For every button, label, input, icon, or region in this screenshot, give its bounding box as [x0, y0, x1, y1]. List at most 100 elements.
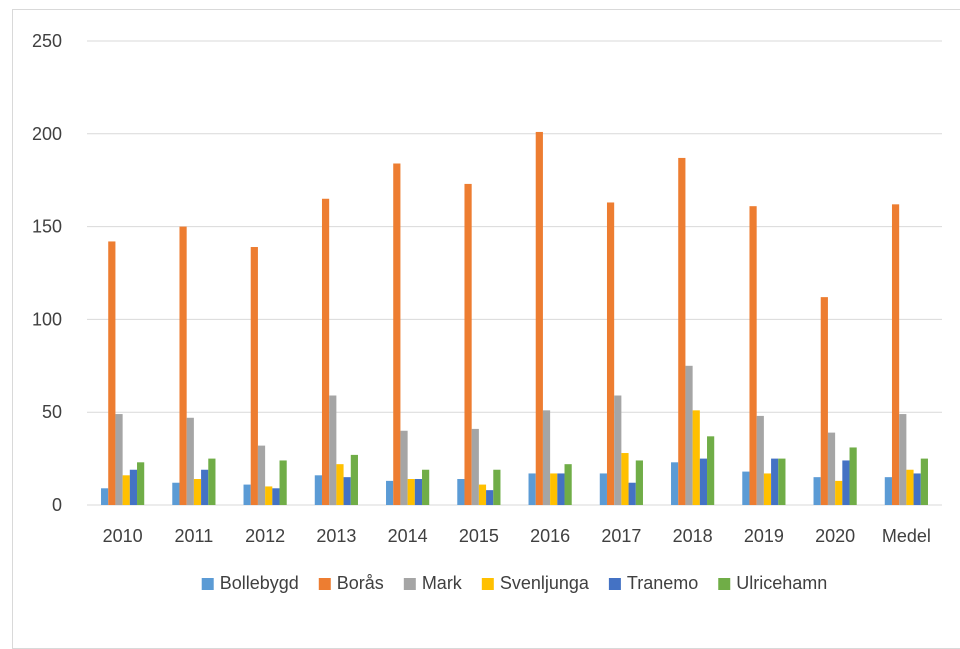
- bar-svenljunga: [835, 480, 843, 505]
- bar-svenljunga: [621, 453, 629, 505]
- bar-bor-s: [891, 204, 900, 505]
- bar-bor-s: [393, 163, 401, 505]
- bar-bor-s: [321, 198, 330, 505]
- bar-tranemo: [771, 458, 779, 505]
- bar-bollebygd: [813, 477, 821, 505]
- bar-mark: [614, 395, 622, 505]
- bar-svenljunga: [550, 473, 558, 505]
- legend-swatch: [608, 578, 621, 590]
- bar-ulricehamn: [849, 447, 857, 505]
- legend-swatch: [403, 578, 416, 590]
- bar-bor-s: [606, 202, 615, 506]
- x-tick-label: 2012: [245, 526, 285, 546]
- bar-mark: [899, 414, 907, 505]
- x-tick-label: 2019: [744, 526, 784, 546]
- bar-svenljunga: [336, 464, 344, 505]
- y-tick-label: 100: [32, 309, 62, 329]
- bar-mark: [400, 430, 408, 505]
- bar-svenljunga: [122, 475, 130, 505]
- bar-mark: [257, 445, 266, 505]
- legend-item: Ulricehamn: [718, 573, 827, 593]
- x-tick-labels: 2010 2011 2012 2013 2014 2015 2016 2017 2018 2019…: [103, 526, 931, 546]
- bar-ulricehamn: [422, 469, 430, 505]
- bar-bor-s: [820, 297, 828, 505]
- bar-ulricehamn: [137, 462, 145, 505]
- bar-mark: [115, 414, 123, 505]
- legend-item: Borås: [318, 573, 384, 593]
- bar-mark: [756, 415, 764, 505]
- bar-tranemo: [129, 469, 138, 505]
- x-tick-label: 2013: [316, 526, 356, 546]
- bar-bollebygd: [172, 482, 180, 505]
- bar-mark: [542, 410, 551, 505]
- gridlines: [87, 40, 942, 506]
- bar-bollebygd: [243, 484, 251, 505]
- bar-bor-s: [108, 241, 116, 505]
- x-tick-label: 2010: [103, 526, 143, 546]
- bar-svenljunga: [478, 484, 487, 505]
- legend-swatch: [318, 578, 331, 590]
- bar-bollebygd: [884, 477, 892, 505]
- bar-tranemo: [842, 460, 850, 505]
- legend-label: Svenljunga: [500, 573, 590, 593]
- bar-ulricehamn: [493, 469, 501, 505]
- bar-bollebygd: [671, 462, 679, 505]
- bar-svenljunga: [407, 479, 415, 505]
- x-tick-label: 2011: [175, 526, 214, 546]
- bar-mark: [827, 432, 836, 505]
- bar-tranemo: [557, 473, 565, 505]
- bar-bollebygd: [386, 480, 394, 505]
- bar-tranemo: [414, 479, 423, 505]
- legend-item: Mark: [403, 573, 463, 593]
- bar-ulricehamn: [778, 458, 786, 505]
- bar-svenljunga: [763, 473, 772, 505]
- legend-swatch: [718, 578, 731, 590]
- bar-ulricehamn: [350, 454, 358, 505]
- bar-ulricehamn: [920, 458, 928, 505]
- bar-bor-s: [250, 247, 258, 506]
- bar-bor-s: [464, 183, 472, 506]
- y-tick-label: 250: [32, 31, 62, 51]
- legend-label: Borås: [337, 573, 384, 593]
- bar-bor-s: [678, 157, 686, 506]
- y-tick-labels: 0 50 100 150 200 250: [32, 31, 62, 515]
- x-tick-label: 2017: [601, 526, 641, 546]
- bar-bollebygd: [742, 471, 750, 505]
- bar-tranemo: [699, 458, 708, 505]
- legend-swatch: [481, 578, 494, 590]
- bar-bollebygd: [314, 475, 322, 505]
- bar-tranemo: [486, 490, 494, 505]
- bar-ulricehamn: [635, 460, 643, 505]
- bar-tranemo: [201, 469, 209, 505]
- bar-mark: [471, 428, 479, 505]
- x-tick-label: 2018: [673, 526, 713, 546]
- bar-ulricehamn: [564, 464, 572, 505]
- bar-bollebygd: [457, 479, 465, 505]
- bar-bor-s: [749, 206, 757, 505]
- bar-ulricehamn: [279, 460, 287, 505]
- x-tick-label: 2014: [388, 526, 428, 546]
- bar-ulricehamn: [707, 436, 715, 505]
- x-tick-label: 2020: [815, 526, 855, 546]
- legend-item: Bollebygd: [201, 573, 299, 593]
- bar-mark: [685, 365, 693, 505]
- bar-svenljunga: [265, 486, 273, 505]
- y-tick-label: 200: [32, 124, 62, 144]
- bar-bollebygd: [528, 473, 536, 505]
- chart: 0 50 100 150 200 250 2010 2011 2012 2013 2014 2015…: [32, 31, 942, 593]
- bar-bollebygd: [599, 473, 607, 505]
- bar-svenljunga: [692, 410, 700, 505]
- y-tick-label: 150: [32, 217, 62, 237]
- bar-tranemo: [628, 482, 636, 505]
- x-tick-label: Medel: [882, 526, 931, 546]
- legend-item: Svenljunga: [481, 573, 590, 593]
- bar-bor-s: [535, 131, 543, 505]
- legend-label: Mark: [422, 573, 463, 593]
- legend-label: Ulricehamn: [736, 573, 827, 593]
- bar-bor-s: [179, 226, 187, 505]
- bar-mark: [329, 395, 337, 505]
- x-tick-label: 2015: [459, 526, 499, 546]
- bar-bollebygd: [101, 488, 109, 505]
- legend-item: Tranemo: [608, 573, 698, 593]
- bar-tranemo: [343, 477, 351, 505]
